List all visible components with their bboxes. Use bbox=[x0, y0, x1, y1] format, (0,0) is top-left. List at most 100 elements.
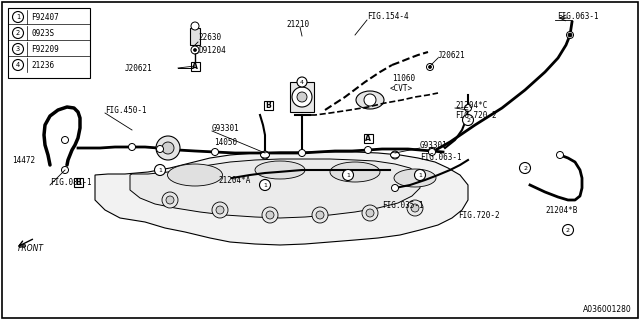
Text: A036001280: A036001280 bbox=[583, 305, 632, 314]
Circle shape bbox=[166, 196, 174, 204]
Circle shape bbox=[191, 46, 199, 54]
Circle shape bbox=[342, 170, 353, 180]
Text: B: B bbox=[265, 100, 271, 109]
Bar bbox=[264, 100, 273, 109]
Text: D91204: D91204 bbox=[198, 45, 226, 54]
Circle shape bbox=[392, 185, 399, 191]
Text: 1: 1 bbox=[16, 14, 20, 20]
Circle shape bbox=[216, 206, 224, 214]
Circle shape bbox=[13, 12, 24, 22]
Circle shape bbox=[259, 180, 271, 190]
Text: 1: 1 bbox=[263, 182, 267, 188]
Text: 11060: 11060 bbox=[392, 74, 415, 83]
Ellipse shape bbox=[356, 91, 384, 109]
Circle shape bbox=[364, 94, 376, 106]
Text: FIG.154-4: FIG.154-4 bbox=[367, 12, 408, 20]
Text: 21210: 21210 bbox=[287, 20, 310, 28]
Text: 1: 1 bbox=[158, 167, 162, 172]
Circle shape bbox=[61, 166, 68, 173]
Text: A: A bbox=[365, 133, 371, 142]
Circle shape bbox=[297, 92, 307, 102]
Text: FIG.063-1: FIG.063-1 bbox=[557, 12, 598, 20]
Ellipse shape bbox=[168, 164, 223, 186]
Text: FIG.720-2: FIG.720-2 bbox=[455, 110, 497, 119]
Circle shape bbox=[557, 151, 563, 158]
Circle shape bbox=[563, 225, 573, 236]
Circle shape bbox=[297, 77, 307, 87]
Polygon shape bbox=[95, 152, 468, 245]
Text: <CVT>: <CVT> bbox=[390, 84, 413, 92]
Circle shape bbox=[61, 137, 68, 143]
Circle shape bbox=[391, 151, 399, 159]
Circle shape bbox=[520, 163, 531, 173]
Circle shape bbox=[162, 142, 174, 154]
Text: G93301: G93301 bbox=[420, 140, 448, 149]
Text: 21236: 21236 bbox=[31, 60, 54, 69]
Circle shape bbox=[312, 207, 328, 223]
Circle shape bbox=[566, 31, 573, 38]
Circle shape bbox=[162, 192, 178, 208]
Text: 14472: 14472 bbox=[12, 156, 35, 164]
Text: 1: 1 bbox=[346, 172, 350, 178]
Ellipse shape bbox=[260, 152, 269, 158]
Text: FIG.081-1: FIG.081-1 bbox=[50, 178, 92, 187]
Text: 2: 2 bbox=[523, 165, 527, 171]
Circle shape bbox=[212, 202, 228, 218]
Text: 3: 3 bbox=[16, 46, 20, 52]
Text: 1: 1 bbox=[418, 172, 422, 178]
Circle shape bbox=[13, 60, 24, 70]
Text: B: B bbox=[75, 178, 81, 187]
Text: 2: 2 bbox=[466, 117, 470, 123]
Text: F92407: F92407 bbox=[31, 12, 59, 21]
Circle shape bbox=[316, 211, 324, 219]
Circle shape bbox=[411, 204, 419, 212]
Circle shape bbox=[261, 151, 269, 159]
Circle shape bbox=[193, 49, 196, 52]
Circle shape bbox=[211, 148, 218, 156]
Text: 14050: 14050 bbox=[214, 138, 237, 147]
Circle shape bbox=[429, 148, 435, 156]
Text: 2: 2 bbox=[16, 30, 20, 36]
Circle shape bbox=[568, 33, 572, 37]
Circle shape bbox=[13, 28, 24, 38]
Text: FIG.035-1: FIG.035-1 bbox=[382, 201, 424, 210]
Circle shape bbox=[362, 205, 378, 221]
Ellipse shape bbox=[255, 161, 305, 179]
Text: 21204*C: 21204*C bbox=[455, 100, 488, 109]
Bar bbox=[290, 82, 314, 112]
Text: 0923S: 0923S bbox=[31, 28, 54, 37]
Ellipse shape bbox=[330, 162, 380, 182]
Circle shape bbox=[262, 207, 278, 223]
Text: J20621: J20621 bbox=[438, 51, 466, 60]
Text: FIG.450-1: FIG.450-1 bbox=[105, 106, 147, 115]
Text: 21204*B: 21204*B bbox=[545, 205, 577, 214]
Text: J20621: J20621 bbox=[124, 63, 152, 73]
Circle shape bbox=[298, 149, 305, 156]
Text: A: A bbox=[192, 61, 198, 70]
Circle shape bbox=[129, 143, 136, 150]
Text: 21204*A: 21204*A bbox=[218, 175, 250, 185]
Ellipse shape bbox=[390, 152, 399, 158]
Polygon shape bbox=[130, 159, 420, 218]
Text: 22630: 22630 bbox=[198, 33, 221, 42]
Bar bbox=[8, 8, 90, 78]
Text: 4: 4 bbox=[16, 62, 20, 68]
Text: G93301: G93301 bbox=[212, 124, 240, 132]
Bar bbox=[191, 61, 200, 70]
Circle shape bbox=[415, 170, 426, 180]
Bar bbox=[190, 28, 200, 45]
Text: 2: 2 bbox=[566, 228, 570, 233]
Bar bbox=[364, 133, 372, 142]
Text: FIG.720-2: FIG.720-2 bbox=[458, 211, 500, 220]
Text: F92209: F92209 bbox=[31, 44, 59, 53]
Circle shape bbox=[463, 115, 474, 125]
Circle shape bbox=[465, 105, 472, 111]
Circle shape bbox=[191, 22, 199, 30]
Circle shape bbox=[156, 136, 180, 160]
Text: FRONT: FRONT bbox=[18, 244, 44, 252]
Circle shape bbox=[292, 87, 312, 107]
Circle shape bbox=[407, 200, 423, 216]
Circle shape bbox=[365, 147, 371, 154]
Circle shape bbox=[154, 164, 166, 175]
Ellipse shape bbox=[394, 169, 436, 187]
